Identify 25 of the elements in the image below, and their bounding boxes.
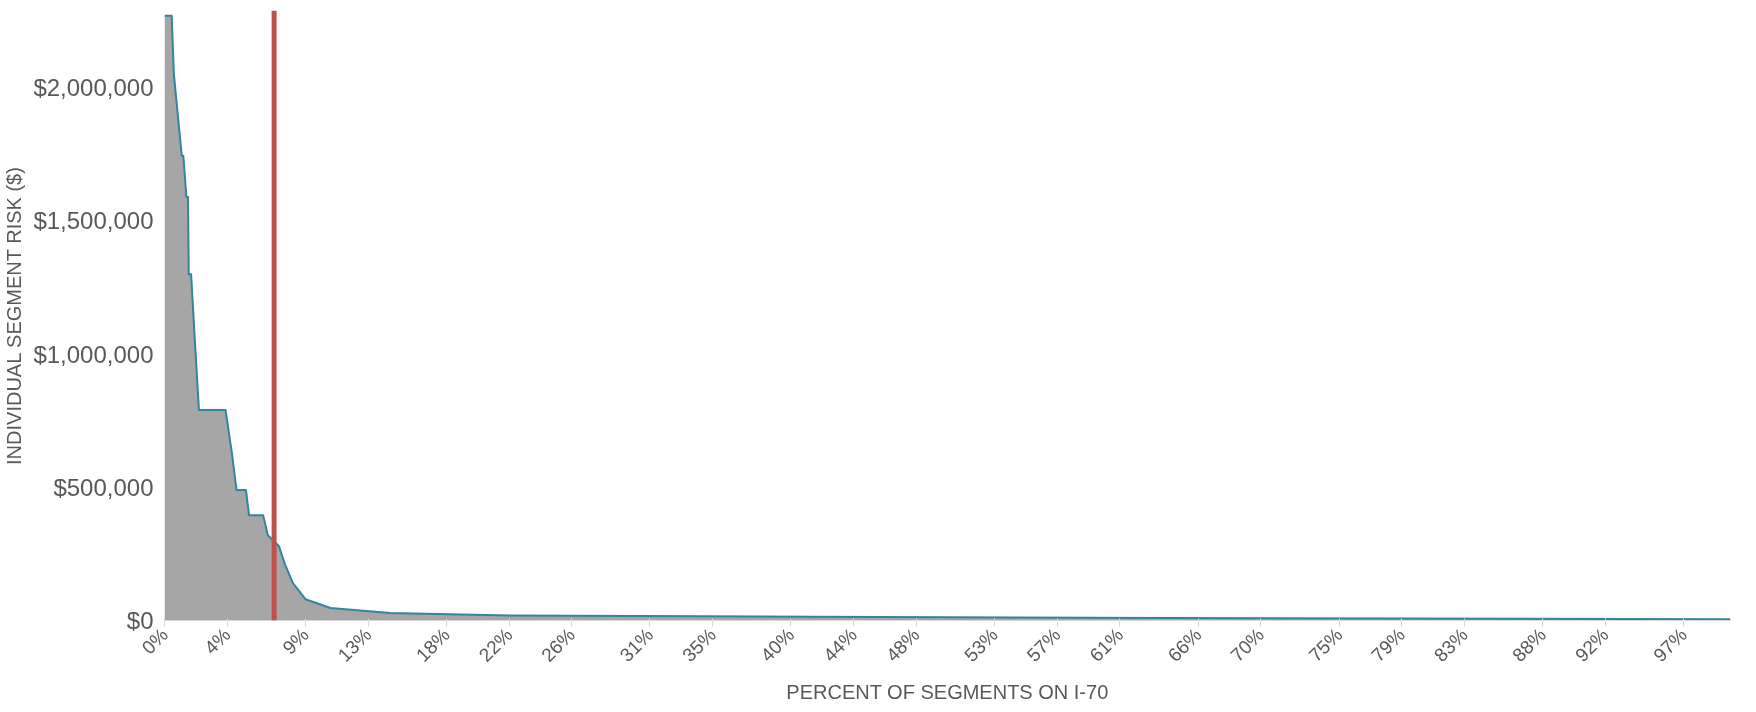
y-tick-label: $1,500,000: [33, 207, 154, 235]
y-axis-title: INDIVIDUAL SEGMENT RISK ($): [3, 167, 26, 465]
x-tick-label: 48%: [881, 624, 924, 666]
x-tick-label: 53%: [960, 624, 1002, 666]
x-tick-label: 88%: [1508, 624, 1551, 666]
x-tick-label: 35%: [678, 624, 721, 666]
y-tick-label: $0: [126, 607, 154, 634]
x-tick-label: 83%: [1429, 624, 1472, 666]
x-tick-label: 57%: [1022, 624, 1065, 666]
x-tick-label: 92%: [1570, 624, 1613, 666]
x-tick-label: 75%: [1304, 624, 1347, 666]
x-tick-label: 70%: [1226, 624, 1269, 666]
x-tick-label: 4%: [200, 624, 235, 659]
x-tick-label: 44%: [819, 624, 862, 666]
y-tick-label: $500,000: [53, 473, 154, 501]
x-tick-label: 66%: [1163, 624, 1206, 666]
x-tick-label: 61%: [1085, 624, 1128, 666]
x-tick-label: 9%: [278, 624, 313, 659]
x-tick-label: 79%: [1367, 624, 1410, 666]
x-tick-label: 31%: [615, 624, 658, 666]
x-tick-label: 40%: [756, 624, 799, 666]
x-tick-label: 97%: [1649, 624, 1692, 666]
y-tick-label: $2,000,000: [33, 74, 154, 102]
y-tick-label: $1,000,000: [33, 340, 154, 368]
x-axis-title: PERCENT OF SEGMENTS ON I-70: [786, 681, 1109, 704]
